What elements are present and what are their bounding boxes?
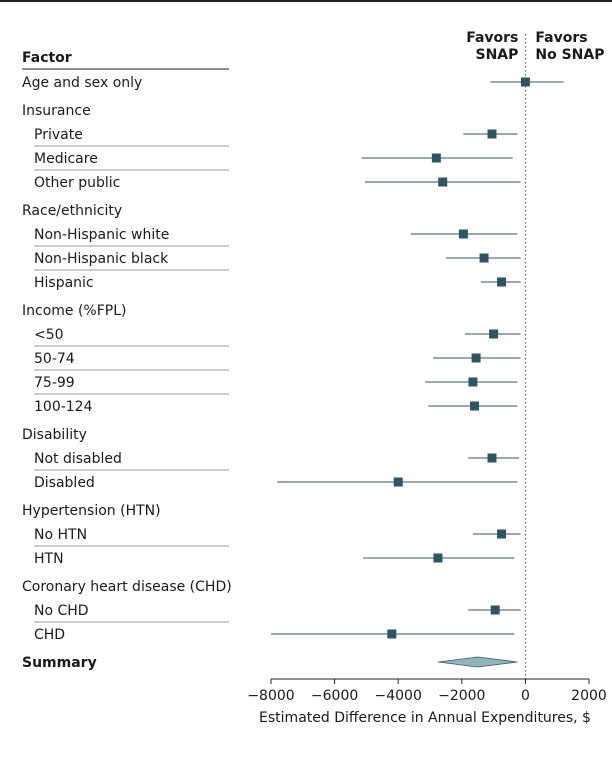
row-label: Medicare [34,151,98,167]
row-label: Non-Hispanic black [34,251,169,267]
top-rule [0,0,612,2]
row-label: 75-99 [34,375,75,391]
row-label: Not disabled [34,451,122,467]
point-estimate-marker [431,153,441,163]
point-estimate-marker [487,453,497,463]
rows-layer: Age and sex only Insurance Private Medicare… [22,75,564,671]
point-estimate-marker [470,401,480,411]
point-estimate-marker [471,353,481,363]
x-tick-label: −2000 [438,688,485,704]
x-tick-label: −6000 [311,688,358,704]
row-label: No CHD [34,603,89,619]
x-axis-title: Estimated Difference in Annual Expenditu… [259,710,591,726]
point-estimate-marker [458,229,468,239]
group-header-label: Hypertension (HTN) [22,503,161,519]
favors-no-snap-label: No SNAP [535,47,604,63]
group-header-label: Coronary heart disease (CHD) [22,579,232,595]
point-estimate-marker [489,329,499,339]
x-tick-label: −8000 [247,688,294,704]
point-estimate-marker [497,277,507,287]
point-estimate-marker [468,377,478,387]
point-estimate-marker [393,477,403,487]
row-label: Disabled [34,475,95,491]
point-estimate-marker [479,253,489,263]
favors-snap-label: SNAP [475,47,518,63]
point-estimate-marker [433,553,443,563]
x-tick-label: 0 [521,688,530,704]
favors-snap-label: Favors [466,30,518,46]
summary-label: Summary [22,655,97,671]
row-label: Hispanic [34,275,94,291]
row-label: CHD [34,627,65,643]
factor-column-header: Factor [22,50,72,66]
summary-diamond [437,656,518,668]
point-estimate-marker [438,177,448,187]
row-label: Other public [34,175,120,191]
row-label: HTN [34,551,64,567]
point-estimate-marker [387,629,397,639]
group-header-label: Disability [22,427,87,443]
x-axis: −8000 −6000 −4000 −2000 0 2000 Estimated Diffe… [247,678,607,726]
favors-no-snap-label: Favors [535,30,587,46]
row-label: <50 [34,327,64,343]
group-header-label: Income (%FPL) [22,303,127,319]
point-estimate-marker [497,529,507,539]
point-estimate-marker [487,129,497,139]
x-tick-label: 2000 [571,688,607,704]
row-label: Private [34,127,83,143]
group-header-label: Insurance [22,103,91,119]
row-label: Age and sex only [22,75,142,91]
row-label: 50-74 [34,351,75,367]
row-label: 100-124 [34,399,93,415]
row-label: Non-Hispanic white [34,227,169,243]
group-header-label: Race/ethnicity [22,203,122,219]
point-estimate-marker [520,77,530,87]
row-label: No HTN [34,527,87,543]
x-tick-label: −4000 [375,688,422,704]
point-estimate-marker [490,605,500,615]
